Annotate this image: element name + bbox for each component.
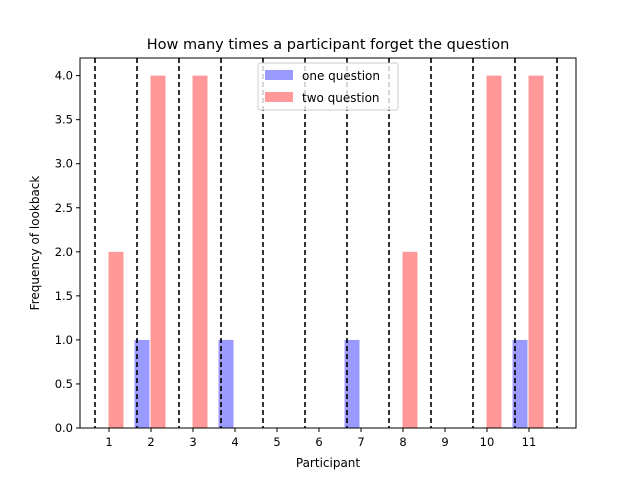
x-tick-label: 3 [189,435,196,449]
y-tick-label: 3.0 [55,157,73,171]
y-tick-label: 3.5 [55,113,73,127]
bar-two-question-10 [486,75,502,428]
x-tick-label: 11 [522,435,537,449]
bar-one-question-7 [344,339,360,428]
x-tick-label: 2 [147,435,154,449]
y-tick-label: 0.0 [55,421,73,435]
bar-two-question-11 [528,75,544,428]
x-axis: 1 2 3 4 5 6 7 8 9 10 11 [105,428,536,449]
y-tick-label: 2.5 [55,201,73,215]
y-tick-label: 1.5 [55,289,73,303]
x-tick-label: 5 [273,435,280,449]
legend-label-two-question: two question [302,91,380,105]
y-tick-label: 2.0 [55,245,73,259]
y-axis: 0.0 0.5 1.0 1.5 2.0 2.5 3.0 3.5 4.0 [55,69,80,435]
x-tick-label: 4 [231,435,238,449]
chart-title: How many times a participant forget the … [147,37,510,53]
bar-two-question-2 [150,75,166,428]
x-axis-label: Participant [296,456,361,470]
x-tick-label: 6 [315,435,322,449]
x-tick-label: 1 [105,435,112,449]
legend-swatch-one-question [265,70,293,80]
bar-two-question-3 [192,75,208,428]
legend: one question two question [257,62,399,111]
bar-one-question-2 [134,339,150,428]
legend-label-one-question: one question [302,69,380,83]
x-tick-label: 10 [480,435,495,449]
bar-two-question-1 [108,251,124,428]
legend-swatch-two-question [265,92,293,102]
x-tick-label: 8 [399,435,406,449]
y-tick-label: 1.0 [55,333,73,347]
bar-one-question-4 [218,339,234,428]
x-tick-label: 7 [357,435,364,449]
y-tick-label: 0.5 [55,377,73,391]
bar-one-question-11 [512,339,528,428]
y-tick-label: 4.0 [55,69,73,83]
bar-two-question-8 [402,251,418,428]
plot-frame [79,57,577,429]
separator-lines [94,58,558,428]
x-tick-label: 9 [441,435,448,449]
bars-layer [108,75,544,428]
y-axis-label: Frequency of lookback [28,176,42,311]
